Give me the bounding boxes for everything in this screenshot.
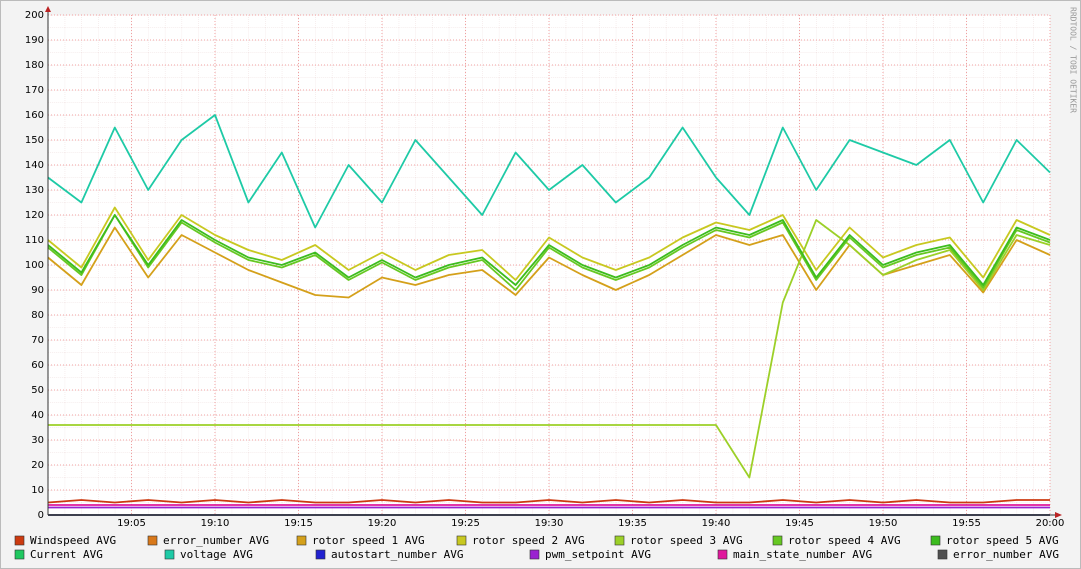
y-tick-label: 20 — [31, 460, 44, 471]
x-tick-label: 19:05 — [117, 518, 146, 529]
y-tick-label: 70 — [31, 335, 44, 346]
y-tick-label: 170 — [25, 85, 44, 96]
x-tick-label: 19:45 — [785, 518, 814, 529]
legend-swatch — [772, 535, 783, 546]
x-tick-label: 19:50 — [869, 518, 898, 529]
y-tick-label: 200 — [25, 10, 44, 21]
legend-swatch — [614, 535, 625, 546]
x-tick-label: 19:10 — [201, 518, 230, 529]
legend: Windspeed AVG error_number AVG rotor speed… — [14, 534, 1059, 561]
legend-label: rotor speed 1 AVG — [312, 534, 425, 547]
legend-swatch — [164, 549, 175, 560]
y-tick-label: 0 — [38, 510, 44, 521]
y-tick-label: 100 — [25, 260, 44, 271]
tick-labels: 0 10 20 30 40 50 60 70 80 90 100 110 120 130 140 150 160… — [25, 10, 1065, 529]
legend-swatch — [456, 535, 467, 546]
legend-label: rotor speed 4 AVG — [788, 534, 901, 547]
legend-label: rotor speed 3 AVG — [630, 534, 743, 547]
legend-swatch — [315, 549, 326, 560]
x-tick-label: 19:40 — [702, 518, 731, 529]
x-tick-label: 19:25 — [451, 518, 480, 529]
y-tick-label: 10 — [31, 485, 44, 496]
y-tick-label: 160 — [25, 110, 44, 121]
legend-swatch — [296, 535, 307, 546]
legend-swatch — [930, 535, 941, 546]
legend-swatch — [14, 535, 25, 546]
legend-label: Windspeed AVG — [30, 534, 116, 547]
y-tick-label: 80 — [31, 310, 44, 321]
y-tick-label: 40 — [31, 410, 44, 421]
x-tick-label: 19:15 — [284, 518, 313, 529]
series-line — [47, 214, 1051, 291]
series-line — [47, 114, 1051, 229]
watermark: RRDTOOL / TOBI OETIKER — [1069, 7, 1078, 113]
y-tick-label: 30 — [31, 435, 44, 446]
x-tick-label: 19:55 — [952, 518, 981, 529]
y-tick-label: 90 — [31, 285, 44, 296]
x-tick-label: 20:00 — [1036, 518, 1065, 529]
x-tick-label: 19:30 — [535, 518, 564, 529]
y-tick-label: 130 — [25, 185, 44, 196]
legend-swatch — [937, 549, 948, 560]
y-tick-label: 190 — [25, 35, 44, 46]
legend-swatch — [717, 549, 728, 560]
legend-label: error_number AVG — [163, 534, 269, 547]
series-line — [47, 214, 1051, 286]
legend-label: rotor speed 2 AVG — [472, 534, 585, 547]
y-tick-label: 110 — [25, 235, 44, 246]
legend-swatch — [147, 535, 158, 546]
y-tick-label: 180 — [25, 60, 44, 71]
legend-label: error_number AVG — [953, 548, 1059, 561]
y-arrow — [45, 6, 51, 12]
legend-label: voltage AVG — [180, 548, 253, 561]
legend-label: rotor speed 5 AVG — [946, 534, 1059, 547]
y-tick-label: 150 — [25, 135, 44, 146]
series-line — [47, 206, 1051, 281]
series-line — [48, 219, 1051, 479]
y-tick-label: 140 — [25, 160, 44, 171]
x-tick-label: 19:20 — [368, 518, 397, 529]
series-line — [47, 499, 1050, 504]
legend-swatch — [529, 549, 540, 560]
legend-label: Current AVG — [30, 548, 103, 561]
legend-label: main_state_number AVG — [733, 548, 872, 561]
legend-swatch — [14, 549, 25, 560]
x-tick-label: 19:35 — [618, 518, 647, 529]
y-tick-label: 60 — [31, 360, 44, 371]
x-arrow — [1055, 512, 1062, 518]
legend-label: pwm_setpoint AVG — [545, 548, 651, 561]
legend-label: autostart_number AVG — [331, 548, 463, 561]
y-tick-label: 50 — [31, 385, 44, 396]
y-tick-label: 120 — [25, 210, 44, 221]
